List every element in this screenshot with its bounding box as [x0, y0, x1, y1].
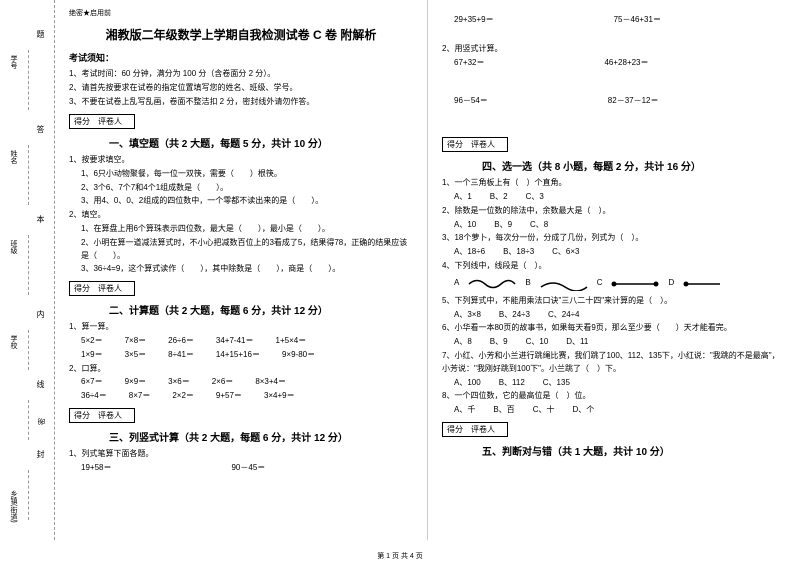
s1-q1: 1、按要求填空。 — [69, 154, 413, 167]
s1-q2: 2、填空。 — [69, 209, 413, 222]
notice-2: 2、请首先按要求在试卷的指定位置填写您的姓名、班级、学号。 — [69, 82, 413, 94]
sec3-title: 三、列竖式计算（共 2 大题，每题 6 分，共计 12 分） — [109, 429, 413, 444]
left-column: 绝密★启用前 湘教版二年级数学上学期自我检测试卷 C 卷 附解析 考试须知： 1… — [55, 0, 428, 540]
side-lbl-3: 学校 — [8, 335, 18, 349]
score-a2: 得分 — [74, 284, 90, 293]
s1-q1b: 2、3个6、7个7和4个1组成数是（ ）。 — [69, 182, 413, 195]
s4-q2o: A、10B、9C、8 — [442, 219, 786, 232]
s2-r2: 1×9＝3×5＝8÷41＝14+15+16＝9×9-80＝ — [69, 349, 413, 362]
dash-1 — [28, 145, 29, 205]
s2-r1: 5×2＝7×8＝26÷6＝34+7-41＝1+5×4＝ — [69, 335, 413, 348]
q4-lc: C — [597, 277, 603, 290]
q4-ld: D — [668, 277, 674, 290]
score-b: 评卷人 — [98, 117, 122, 126]
dash-2 — [28, 235, 29, 295]
s4-q6: 6、小华看一本80页的故事书，如果每天看9页，那么至少要（ ）天才能看完。 — [442, 322, 786, 335]
s4-q4-shapes: A B C D — [442, 277, 786, 291]
s3-r3: 67+32＝46+28+23＝ — [442, 57, 786, 70]
dash-4 — [28, 400, 29, 440]
q4-lb: B — [525, 277, 530, 290]
side-field-4: 线 — [35, 380, 46, 388]
ray-d — [682, 277, 722, 291]
s4-q7: 7、小红、小芳和小兰进行跳绳比赛，我们跳了100、112、135下，小红说："我… — [442, 350, 786, 376]
s4-q6o: A、8B、9C、10D、11 — [442, 336, 786, 349]
notice-heading: 考试须知： — [69, 51, 413, 64]
s3-r1: 19+58＝90－45＝ — [69, 462, 413, 475]
s1-q1c: 3、用4、0、0、2组成的四位数中，一个零都不读出来的是（ ）。 — [69, 195, 413, 208]
s4-q8: 8、一个四位数，它的最高位是（ ）位。 — [442, 390, 786, 403]
q4-la: A — [454, 277, 459, 290]
score-b4: 评卷人 — [471, 140, 495, 149]
notice-1: 1、考试时间：60 分钟，满分为 100 分（含卷面分 2 分）。 — [69, 68, 413, 80]
score-a3: 得分 — [74, 411, 90, 420]
score-b2: 评卷人 — [98, 284, 122, 293]
s1-q2c: 3、36÷4=9，这个算式读作（ ），其中除数是（ ），商是（ ）。 — [69, 263, 413, 276]
side-field-0: 题 — [35, 30, 46, 38]
side-lbl-1: 姓名 — [8, 150, 18, 164]
s3-q1: 1、列式笔算下面各题。 — [69, 448, 413, 461]
dash-0 — [28, 50, 29, 110]
side-lbl-2: 班级 — [8, 240, 18, 254]
page-footer: 第 1 页 共 4 页 — [0, 551, 800, 561]
side-field-1: 答 — [35, 125, 46, 133]
score-box-2: 得分评卷人 — [69, 281, 135, 296]
s2-q2: 2、口算。 — [69, 363, 413, 376]
s4-q1o: A、1B、2C、3 — [442, 191, 786, 204]
side-field-5: 封 — [35, 450, 46, 458]
s4-q2: 2、除数是一位数的除法中，余数最大是（ ）。 — [442, 205, 786, 218]
score-a4: 得分 — [447, 140, 463, 149]
score-a: 得分 — [74, 117, 90, 126]
segment-c — [610, 277, 660, 291]
s3-r2: 29+35+9＝75－46+31＝ — [442, 14, 786, 27]
s4-q4: 4、下列线中，线段是（ ）。 — [442, 260, 786, 273]
s1-q2a: 1、在算盘上用6个算珠表示四位数，最大是（ ），最小是（ ）。 — [69, 223, 413, 236]
sec1-title: 一、填空题（共 2 大题，每题 5 分，共计 10 分） — [109, 135, 413, 150]
score-box-3: 得分评卷人 — [69, 408, 135, 423]
wave-b — [539, 277, 589, 291]
s1-q1a: 1、6只小动物聚餐，每一位一双筷，需要（ ）根筷。 — [69, 168, 413, 181]
score-box-1: 得分评卷人 — [69, 114, 135, 129]
wave-a — [467, 277, 517, 291]
dash-3 — [28, 330, 29, 370]
sec5-title: 五、判断对与错（共 1 大题，共计 10 分） — [482, 443, 786, 458]
dash-5 — [28, 470, 29, 520]
side-field-3: 内 — [35, 310, 46, 318]
s2-r3: 6×7＝9×9＝3×6＝2×6＝8×3+4＝ — [69, 376, 413, 389]
score-box-5: 得分评卷人 — [442, 422, 508, 437]
side-lbl-5: 乡镇(街道) — [8, 490, 18, 523]
seal-char: 密 — [37, 418, 47, 425]
secret-label: 绝密★启用前 — [69, 8, 413, 18]
s4-q3o: A、18÷6B、18÷3C、6×3 — [442, 246, 786, 259]
score-b3: 评卷人 — [98, 411, 122, 420]
side-field-2: 本 — [35, 215, 46, 223]
s1-q2b: 2、小明在算一道减法算式时，不小心把减数百位上的3看成了5，结果得78，正确的结… — [69, 237, 413, 263]
exam-title: 湘教版二年级数学上学期自我检测试卷 C 卷 附解析 — [69, 26, 413, 43]
s2-r4: 36÷4＝8×7＝2×2＝9+57＝3×4+9＝ — [69, 390, 413, 403]
s4-q7o: A、100B、112C、135 — [442, 377, 786, 390]
s2-q1: 1、算一算。 — [69, 321, 413, 334]
s4-q5o: A、3×8B、24÷3C、24÷4 — [442, 309, 786, 322]
s4-q5: 5、下列算式中，不能用乘法口诀"三八二十四"来计算的是（ ）。 — [442, 295, 786, 308]
notice-3: 3、不要在试卷上乱写乱画，卷面不整洁扣 2 分，密封线外请勿作答。 — [69, 96, 413, 108]
sec4-title: 四、选一选（共 8 小题，每题 2 分，共计 16 分） — [482, 158, 786, 173]
s4-q1: 1、一个三角板上有（ ）个直角。 — [442, 177, 786, 190]
score-a5: 得分 — [447, 425, 463, 434]
side-lbl-0: 学号 — [8, 55, 18, 69]
s3-r4: 96－54＝82－37－12＝ — [442, 95, 786, 108]
sec2-title: 二、计算题（共 2 大题，每题 6 分，共计 12 分） — [109, 302, 413, 317]
score-box-4: 得分评卷人 — [442, 137, 508, 152]
s4-q8o: A、千B、百C、十D、个 — [442, 404, 786, 417]
score-b5: 评卷人 — [471, 425, 495, 434]
s4-q3: 3、18个萝卜，每次分一份，分成了几份，列式为（ ）。 — [442, 232, 786, 245]
right-column: 29+35+9＝75－46+31＝ 2、用竖式计算。 67+32＝46+28+2… — [428, 0, 800, 540]
s3-q2: 2、用竖式计算。 — [442, 43, 786, 56]
binding-sidebar: 密 学号 题 姓名 答 班级 本 学校 内 线 封 乡镇(街道) — [0, 0, 55, 540]
